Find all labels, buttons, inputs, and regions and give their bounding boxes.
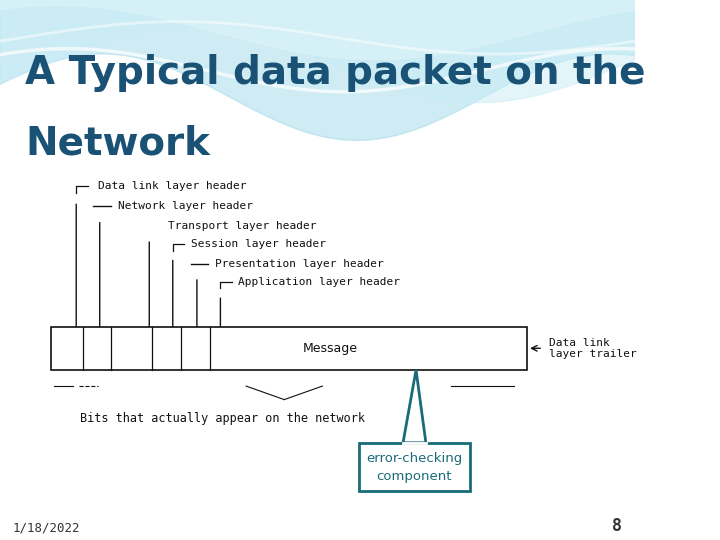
Text: Session layer header: Session layer header xyxy=(191,239,325,249)
Text: A Typical data packet on the: A Typical data packet on the xyxy=(25,54,646,92)
Text: 1/18/2022: 1/18/2022 xyxy=(13,522,80,535)
Text: Network: Network xyxy=(25,124,210,162)
Text: Transport layer header: Transport layer header xyxy=(168,221,317,231)
FancyBboxPatch shape xyxy=(359,443,470,491)
Text: Network layer header: Network layer header xyxy=(117,201,253,211)
Text: Message: Message xyxy=(303,342,358,355)
Text: Presentation layer header: Presentation layer header xyxy=(215,259,384,268)
Text: Application layer header: Application layer header xyxy=(238,277,400,287)
Polygon shape xyxy=(0,0,635,140)
Text: Data link
layer trailer: Data link layer trailer xyxy=(549,338,637,359)
Polygon shape xyxy=(0,0,635,59)
Text: Bits that actually appear on the network: Bits that actually appear on the network xyxy=(80,412,365,425)
Bar xyxy=(51,327,527,370)
Polygon shape xyxy=(403,370,426,443)
Text: error-checking
component: error-checking component xyxy=(366,451,462,483)
Text: 8: 8 xyxy=(613,517,623,535)
Polygon shape xyxy=(0,0,635,103)
Text: Data link layer header: Data link layer header xyxy=(99,181,247,191)
